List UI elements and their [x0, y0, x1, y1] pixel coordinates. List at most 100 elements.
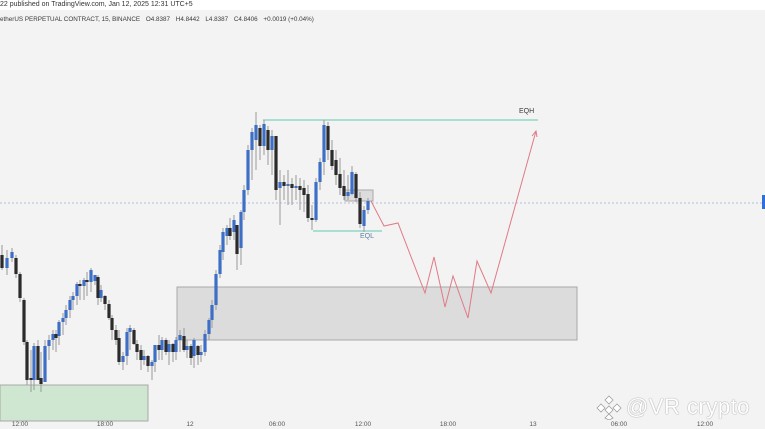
- time-tick-label: 18:00: [96, 421, 114, 428]
- candle-body: [164, 340, 168, 352]
- candle-body: [57, 322, 61, 336]
- candle-body: [99, 290, 103, 298]
- arrow-head-icon: [531, 129, 538, 138]
- candle-body: [0, 255, 4, 268]
- candle-body: [346, 192, 350, 196]
- candle-body: [32, 346, 36, 380]
- symbol-title[interactable]: etherUS PERPETUAL CONTRACT, 15, BINANCE: [0, 16, 141, 23]
- candle-body: [75, 284, 79, 296]
- candle-body: [64, 310, 68, 318]
- ohlc-change: +0.0019 (+0.04%): [263, 16, 314, 23]
- binance-logo-icon: [596, 395, 622, 420]
- candle-body: [350, 172, 354, 194]
- candle-body: [290, 184, 294, 188]
- time-tick-label: 13: [529, 421, 537, 428]
- candle-body: [342, 186, 346, 196]
- candle-body: [142, 356, 146, 360]
- candle-body: [178, 335, 182, 340]
- time-tick-label: 06:00: [610, 421, 628, 428]
- candle-body: [214, 274, 218, 305]
- time-tick-label: 12: [186, 421, 194, 428]
- candle-body: [185, 346, 189, 350]
- watermark-text: @VR crypto: [626, 394, 750, 419]
- candle-body: [203, 334, 207, 352]
- candle-body: [270, 136, 274, 150]
- candle-body: [171, 344, 175, 352]
- eql-label: EQL: [360, 233, 375, 240]
- candle-body: [29, 378, 33, 380]
- candle-body: [358, 198, 362, 224]
- time-tick-label: 12:00: [11, 421, 29, 428]
- candle-body: [51, 334, 55, 340]
- candle-body: [85, 280, 89, 282]
- candle-body: [128, 328, 132, 332]
- time-tick-label: 12:00: [696, 421, 714, 428]
- candle-body: [146, 356, 150, 366]
- candle-body: [366, 201, 370, 210]
- candle-body: [78, 284, 82, 286]
- candle-body: [262, 124, 266, 146]
- demand-zone: [0, 384, 149, 422]
- candle-body: [93, 275, 97, 281]
- candle-body: [153, 345, 157, 362]
- time-tick-label: 12:00: [354, 421, 372, 428]
- price-marker: [762, 195, 765, 209]
- candle-body: [182, 336, 186, 350]
- time-tick-label: 18:00: [439, 421, 457, 428]
- candle-body: [43, 346, 47, 382]
- candle-body: [318, 162, 322, 182]
- candle-body: [302, 188, 306, 195]
- candle-body: [266, 130, 270, 150]
- candle-body: [298, 186, 302, 190]
- candle-body: [68, 300, 72, 310]
- published-info: 22 published on TradingView.com, Jan 12,…: [0, 1, 193, 8]
- candle-body: [228, 228, 232, 236]
- candle-body: [310, 218, 314, 220]
- candle-body: [225, 228, 229, 236]
- candle-body: [250, 132, 254, 150]
- candle-body: [110, 318, 114, 330]
- candle-body: [210, 305, 214, 320]
- candle-body: [114, 330, 118, 340]
- candle-body: [160, 340, 164, 350]
- candle-body: [232, 220, 236, 232]
- candle-body: [322, 125, 326, 162]
- ohlc-low: L4.8387: [205, 16, 229, 23]
- candle-body: [14, 258, 18, 274]
- candle-body: [25, 342, 29, 380]
- watermark: @VR crypto: [596, 394, 750, 420]
- ohlc-high: H4.8442: [175, 16, 200, 23]
- candle-body: [239, 212, 243, 248]
- candle-body: [39, 378, 43, 384]
- candle-body: [282, 182, 286, 186]
- candle-body: [89, 270, 93, 282]
- candle-body: [192, 340, 196, 356]
- candle-body: [330, 150, 334, 166]
- ohlc-close: C4.8406: [233, 16, 258, 23]
- candle-body: [150, 362, 154, 366]
- candle-body: [354, 174, 358, 198]
- candle-body: [199, 352, 203, 355]
- candle-body: [274, 136, 278, 190]
- candle-body: [10, 252, 14, 258]
- candle-body: [117, 338, 121, 362]
- candle-body: [278, 182, 282, 188]
- candle-body: [107, 304, 111, 318]
- candle-body: [54, 334, 58, 338]
- candle-body: [125, 332, 129, 356]
- candle-body: [258, 128, 262, 146]
- candle-body: [103, 296, 107, 304]
- candle-body: [36, 346, 40, 380]
- candle-body: [326, 126, 330, 150]
- candle-body: [135, 344, 139, 352]
- candle-body: [157, 345, 161, 350]
- candle-body: [96, 277, 100, 298]
- candle-body: [71, 296, 75, 300]
- candle-body: [254, 125, 258, 140]
- candle-body: [82, 280, 86, 286]
- candle-body: [207, 320, 211, 334]
- time-tick-label: 06:00: [268, 421, 286, 428]
- candle-body: [174, 340, 178, 352]
- candle-body: [286, 184, 290, 186]
